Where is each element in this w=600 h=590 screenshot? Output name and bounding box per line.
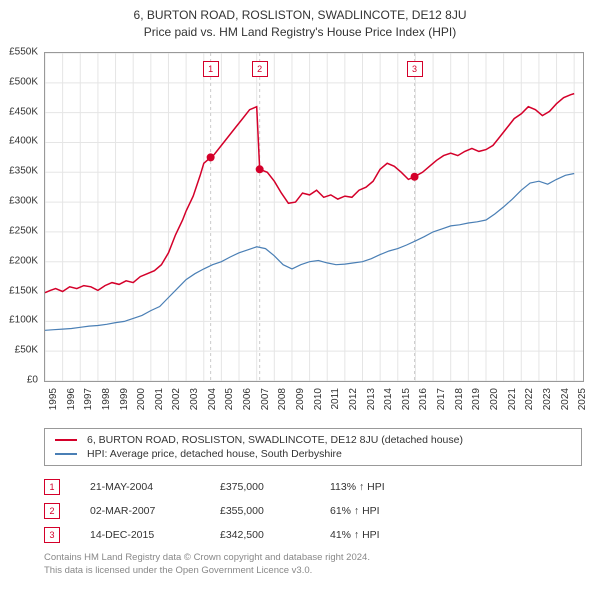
x-tick-label: 2019 (471, 388, 482, 410)
chart-subtitle: Price paid vs. HM Land Registry's House … (0, 22, 600, 39)
sale-marker-label: 2 (252, 61, 268, 77)
chart-container: 6, BURTON ROAD, ROSLISTON, SWADLINCOTE, … (0, 0, 600, 590)
x-tick-label: 2011 (330, 388, 341, 410)
footer-line-1: Contains HM Land Registry data © Crown c… (44, 552, 582, 565)
legend-label: HPI: Average price, detached house, Sout… (87, 448, 342, 460)
x-tick-label: 1997 (83, 388, 94, 410)
sales-table: 1 21-MAY-2004£375,000113% ↑ HPI 2 02-MAR-20… (44, 475, 582, 547)
sale-price: £355,000 (220, 505, 330, 517)
footer: Contains HM Land Registry data © Crown c… (44, 552, 582, 578)
x-tick-label: 2012 (348, 388, 359, 410)
sale-price: £375,000 (220, 481, 330, 493)
legend-item: HPI: Average price, detached house, Sout… (55, 447, 571, 461)
sale-marker-label: 1 (203, 61, 219, 77)
x-tick-label: 2013 (366, 388, 377, 410)
sale-hpi: 41% ↑ HPI (330, 529, 450, 541)
sale-number-box: 2 (44, 503, 60, 519)
x-tick-label: 2008 (277, 388, 288, 410)
x-tick-label: 2021 (507, 388, 518, 410)
sale-date: 14-DEC-2015 (90, 529, 220, 541)
y-tick-label: £450K (9, 106, 38, 117)
legend-label: 6, BURTON ROAD, ROSLISTON, SWADLINCOTE, … (87, 434, 463, 446)
y-tick-label: £350K (9, 166, 38, 177)
x-tick-label: 1998 (101, 388, 112, 410)
x-tick-label: 2009 (295, 388, 306, 410)
x-tick-label: 2025 (577, 388, 588, 410)
legend-swatch (55, 439, 77, 441)
x-tick-label: 2016 (418, 388, 429, 410)
sale-price: £342,500 (220, 529, 330, 541)
x-tick-label: 2015 (401, 388, 412, 410)
sale-row: 2 02-MAR-2007£355,00061% ↑ HPI (44, 499, 582, 523)
x-tick-label: 2017 (436, 388, 447, 410)
x-tick-label: 2023 (542, 388, 553, 410)
x-tick-label: 2003 (189, 388, 200, 410)
y-tick-label: £250K (9, 225, 38, 236)
chart-title: 6, BURTON ROAD, ROSLISTON, SWADLINCOTE, … (0, 0, 600, 22)
x-tick-label: 2005 (224, 388, 235, 410)
x-tick-label: 2007 (260, 388, 271, 410)
x-tick-label: 2002 (171, 388, 182, 410)
sale-date: 02-MAR-2007 (90, 505, 220, 517)
footer-line-2: This data is licensed under the Open Gov… (44, 565, 582, 578)
sale-row: 3 14-DEC-2015£342,50041% ↑ HPI (44, 523, 582, 547)
x-tick-label: 2004 (207, 388, 218, 410)
x-tick-label: 1996 (66, 388, 77, 410)
legend-item: 6, BURTON ROAD, ROSLISTON, SWADLINCOTE, … (55, 433, 571, 447)
plot-svg (45, 53, 583, 381)
plot-area: 1 2 3 (44, 52, 584, 382)
sale-hpi: 61% ↑ HPI (330, 505, 450, 517)
x-tick-label: 2024 (560, 388, 571, 410)
x-tick-label: 2020 (489, 388, 500, 410)
y-tick-label: £400K (9, 136, 38, 147)
legend-swatch (55, 453, 77, 455)
sale-marker-label: 3 (407, 61, 423, 77)
x-tick-label: 2022 (524, 388, 535, 410)
sale-row: 1 21-MAY-2004£375,000113% ↑ HPI (44, 475, 582, 499)
y-tick-label: £500K (9, 76, 38, 87)
y-tick-label: £0 (27, 375, 38, 386)
sale-hpi: 113% ↑ HPI (330, 481, 450, 493)
y-tick-label: £200K (9, 255, 38, 266)
y-tick-label: £150K (9, 285, 38, 296)
y-axis: £0£50K£100K£150K£200K£250K£300K£350K£400… (0, 52, 40, 382)
x-tick-label: 2000 (136, 388, 147, 410)
y-tick-label: £50K (15, 345, 38, 356)
x-tick-label: 1995 (48, 388, 59, 410)
sale-date: 21-MAY-2004 (90, 481, 220, 493)
x-tick-label: 2018 (454, 388, 465, 410)
x-tick-label: 2010 (313, 388, 324, 410)
sale-number-box: 1 (44, 479, 60, 495)
x-tick-label: 1999 (119, 388, 130, 410)
y-tick-label: £550K (9, 47, 38, 58)
legend: 6, BURTON ROAD, ROSLISTON, SWADLINCOTE, … (44, 428, 582, 466)
x-tick-label: 2006 (242, 388, 253, 410)
y-tick-label: £300K (9, 196, 38, 207)
x-axis: 1995 1996 1997 1998 1999 2000 2001 2002 2003 2004… (44, 384, 584, 424)
sale-number-box: 3 (44, 527, 60, 543)
x-tick-label: 2014 (383, 388, 394, 410)
y-tick-label: £100K (9, 315, 38, 326)
x-tick-label: 2001 (154, 388, 165, 410)
